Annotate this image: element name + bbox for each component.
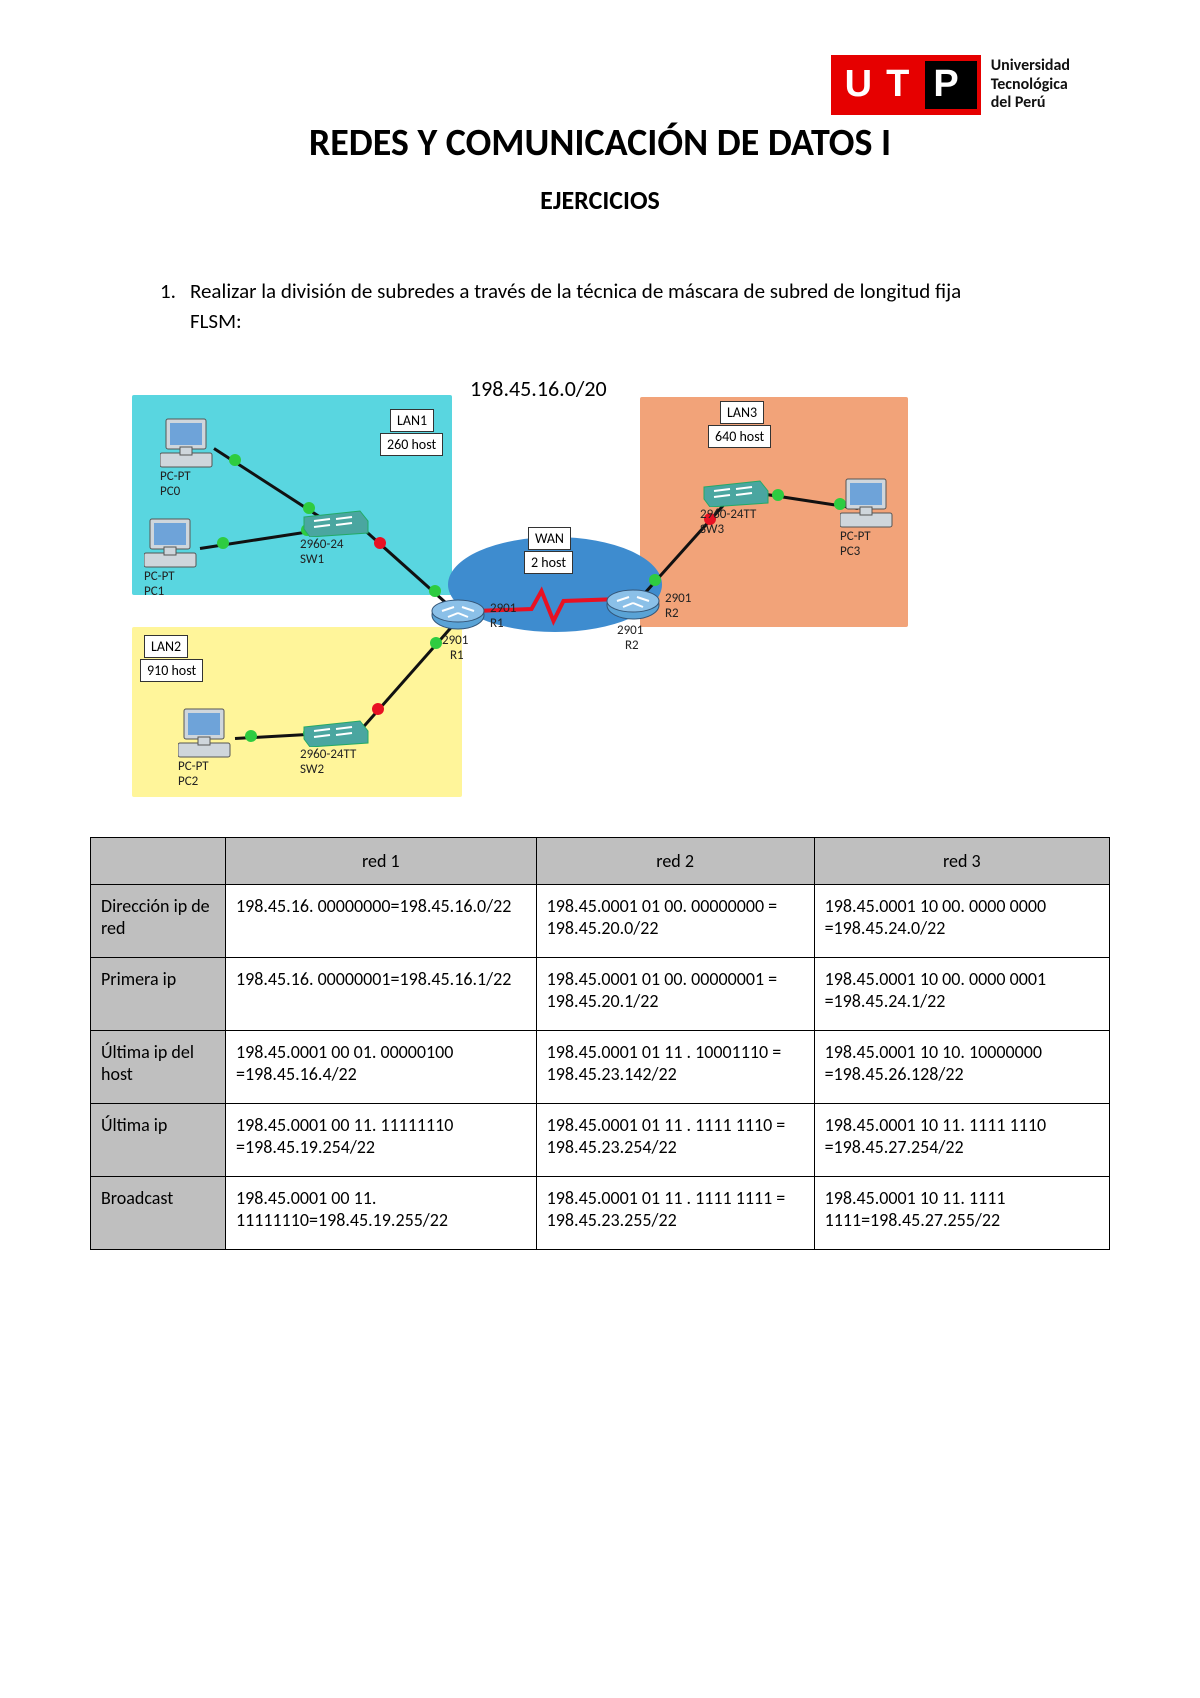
device-sublabel: PC0 (160, 484, 180, 499)
row-header: Primera ip (91, 957, 226, 1030)
label-lan3_name: LAN3 (720, 401, 764, 424)
port-dot (374, 537, 386, 549)
table-cell: 198.45.0001 01 11 . 1111 1111 = 198.45.2… (536, 1176, 814, 1249)
device-label: 2901 (490, 601, 516, 616)
switch-icon (300, 507, 370, 537)
table-cell: 198.45.0001 00 01. 00000100 =198.45.16.4… (226, 1030, 537, 1103)
router-label: 2901 (617, 623, 643, 638)
label-lan1_name: LAN1 (390, 409, 434, 432)
problem-text: Realizar la división de subredes a travé… (190, 276, 980, 337)
device-pc1 (144, 517, 200, 574)
device-pc2 (178, 707, 234, 764)
device-label: PC-PT (144, 569, 175, 584)
table-header (91, 837, 226, 884)
router-icon (605, 587, 661, 625)
switch-icon (700, 477, 770, 507)
router-sublabel: R2 (625, 638, 639, 653)
table-cell: 198.45.0001 01 00. 00000001 = 198.45.20.… (536, 957, 814, 1030)
row-header: Broadcast (91, 1176, 226, 1249)
device-pc3 (840, 477, 896, 534)
router-label: 2901 (442, 633, 468, 648)
switch-icon (300, 717, 370, 747)
pc-icon (144, 517, 200, 569)
device-sublabel: R1 (490, 616, 504, 631)
table-cell: 198.45.0001 10 11. 1111 1110 =198.45.27.… (814, 1103, 1109, 1176)
table-row: Primera ip198.45.16. 00000001=198.45.16.… (91, 957, 1110, 1030)
table-header: red 3 (814, 837, 1109, 884)
table-cell: 198.45.0001 10 00. 0000 0001 =198.45.24.… (814, 957, 1109, 1030)
problem-number: 1. (160, 276, 176, 337)
table-cell: 198.45.0001 01 11 . 10001110 = 198.45.23… (536, 1030, 814, 1103)
table-cell: 198.45.0001 00 11. 11111110=198.45.19.25… (226, 1176, 537, 1249)
pc-icon (178, 707, 234, 759)
port-dot (649, 574, 661, 586)
table-row: Última ip198.45.0001 00 11. 11111110 =19… (91, 1103, 1110, 1176)
subnet-table: red 1red 2red 3Dirección ip de red198.45… (90, 837, 1110, 1250)
network-address-title: 198.45.16.0/20 (470, 375, 607, 402)
logo-subtitle: Universidad Tecnológica del Perú (991, 57, 1070, 112)
network-diagram: 198.45.16.0/20 LAN1260 host LAN3640 host L… (130, 367, 910, 797)
pc-icon (840, 477, 896, 529)
page-subtitle: EJERCICIOS (90, 184, 1110, 216)
page-title: REDES Y COMUNICACIÓN DE DATOS I (90, 120, 1110, 166)
label-lan3_host: 640 host (708, 425, 771, 448)
table-header: red 2 (536, 837, 814, 884)
device-label: 2901 (665, 591, 691, 606)
label-lan1_host: 260 host (380, 433, 443, 456)
device-label: PC-PT (840, 529, 871, 544)
table-cell: 198.45.0001 10 11. 1111 1111=198.45.27.2… (814, 1176, 1109, 1249)
table-cell: 198.45.0001 01 11 . 1111 1110 = 198.45.2… (536, 1103, 814, 1176)
table-header: red 1 (226, 837, 537, 884)
device-label: 2960-24 (300, 537, 344, 552)
device-sublabel: SW3 (700, 522, 724, 537)
row-header: Dirección ip de red (91, 884, 226, 957)
row-header: Última ip (91, 1103, 226, 1176)
table-cell: 198.45.0001 10 10. 10000000 =198.45.26.1… (814, 1030, 1109, 1103)
port-dot (372, 703, 384, 715)
table-cell: 198.45.16. 00000001=198.45.16.1/22 (226, 957, 537, 1030)
logo-letters: UTP (831, 55, 981, 115)
device-sublabel: PC1 (144, 584, 164, 599)
table-row: Última ip del host198.45.0001 00 01. 000… (91, 1030, 1110, 1103)
device-label: PC-PT (178, 759, 209, 774)
device-label: 2960-24TT (700, 507, 756, 522)
table-row: Dirección ip de red198.45.16. 00000000=1… (91, 884, 1110, 957)
device-sublabel: SW1 (300, 552, 324, 567)
table-cell: 198.45.0001 00 11. 11111110 =198.45.19.2… (226, 1103, 537, 1176)
device-label: PC-PT (160, 469, 191, 484)
table-cell: 198.45.0001 01 00. 00000000 = 198.45.20.… (536, 884, 814, 957)
device-label: 2960-24TT (300, 747, 356, 762)
label-wan_name: WAN (528, 527, 571, 550)
table-cell: 198.45.0001 10 00. 0000 0000 =198.45.24.… (814, 884, 1109, 957)
device-pc0 (160, 417, 216, 474)
port-dot (772, 489, 784, 501)
table-row: Broadcast198.45.0001 00 11. 11111110=198… (91, 1176, 1110, 1249)
device-sublabel: PC3 (840, 544, 860, 559)
label-lan2_host: 910 host (140, 659, 203, 682)
label-lan2_name: LAN2 (144, 635, 188, 658)
problem-statement: 1. Realizar la división de subredes a tr… (160, 276, 980, 337)
device-sublabel: PC2 (178, 774, 198, 789)
router-icon (430, 597, 486, 635)
device-sublabel: SW2 (300, 762, 324, 777)
label-wan_host: 2 host (524, 551, 573, 574)
row-header: Última ip del host (91, 1030, 226, 1103)
pc-icon (160, 417, 216, 469)
device-sublabel: R2 (665, 606, 679, 621)
router-sublabel: R1 (450, 648, 464, 663)
port-dot (429, 585, 441, 597)
utp-logo: UTP Universidad Tecnológica del Perú (831, 55, 1070, 115)
table-cell: 198.45.16. 00000000=198.45.16.0/22 (226, 884, 537, 957)
